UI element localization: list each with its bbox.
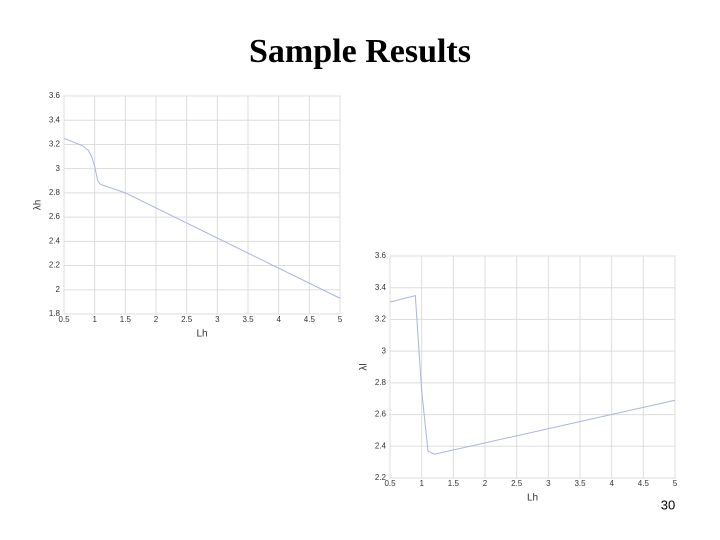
y-tick-label: 1.8 [49, 309, 61, 318]
slide-title: Sample Results [249, 33, 471, 70]
page-number: 30 [661, 497, 675, 512]
x-tick-label: 1 [419, 479, 424, 488]
y-tick-label: 3.6 [375, 251, 387, 260]
y-tick-label: 2.2 [375, 473, 387, 482]
data-line [63, 137, 341, 299]
x-tick-label: 3 [546, 479, 551, 488]
y-tick-label: 2 [56, 285, 61, 294]
y-tick-label: 2.4 [49, 236, 61, 245]
x-tick-label: 3.5 [242, 315, 254, 324]
x-tick-label: 5 [338, 315, 343, 324]
x-tick-label: 0.5 [384, 479, 396, 488]
y-tick-label: 3 [382, 346, 387, 355]
y-tick-label: 2.8 [49, 188, 61, 197]
y-tick-label: 2.6 [49, 212, 61, 221]
x-tick-label: 2.5 [511, 479, 523, 488]
x-axis-label: Lh [196, 329, 207, 340]
plot-area [63, 95, 341, 315]
y-tick-label: 3.4 [49, 115, 61, 124]
y-tick-label: 3.2 [49, 140, 61, 149]
x-tick-label: 3 [215, 315, 220, 324]
x-tick-label: 4 [609, 479, 614, 488]
data-line [389, 295, 676, 455]
y-axis-label: λh [33, 200, 44, 211]
x-tick-label: 2.5 [181, 315, 193, 324]
y-tick-label: 2.8 [375, 378, 387, 387]
plot-area [389, 255, 676, 479]
x-tick-label: 1 [92, 315, 97, 324]
y-tick-label: 3.6 [49, 91, 61, 100]
x-axis-label: Lh [527, 493, 538, 504]
x-tick-label: 4.5 [638, 479, 650, 488]
x-tick-label: 4 [276, 315, 281, 324]
y-tick-label: 3.4 [375, 283, 387, 292]
x-tick-label: 5 [673, 479, 678, 488]
y-tick-label: 3.2 [375, 315, 387, 324]
x-tick-label: 4.5 [304, 315, 316, 324]
x-tick-label: 1.5 [448, 479, 460, 488]
x-tick-label: 2 [483, 479, 488, 488]
y-axis-label: λl [359, 363, 370, 370]
y-tick-label: 2.2 [49, 261, 61, 270]
x-tick-label: 0.5 [58, 315, 70, 324]
y-tick-label: 2.4 [375, 441, 387, 450]
x-tick-label: 1.5 [120, 315, 132, 324]
y-tick-label: 3 [56, 164, 61, 173]
x-tick-label: 3.5 [574, 479, 586, 488]
y-tick-label: 2.6 [375, 410, 387, 419]
x-tick-label: 2 [154, 315, 159, 324]
